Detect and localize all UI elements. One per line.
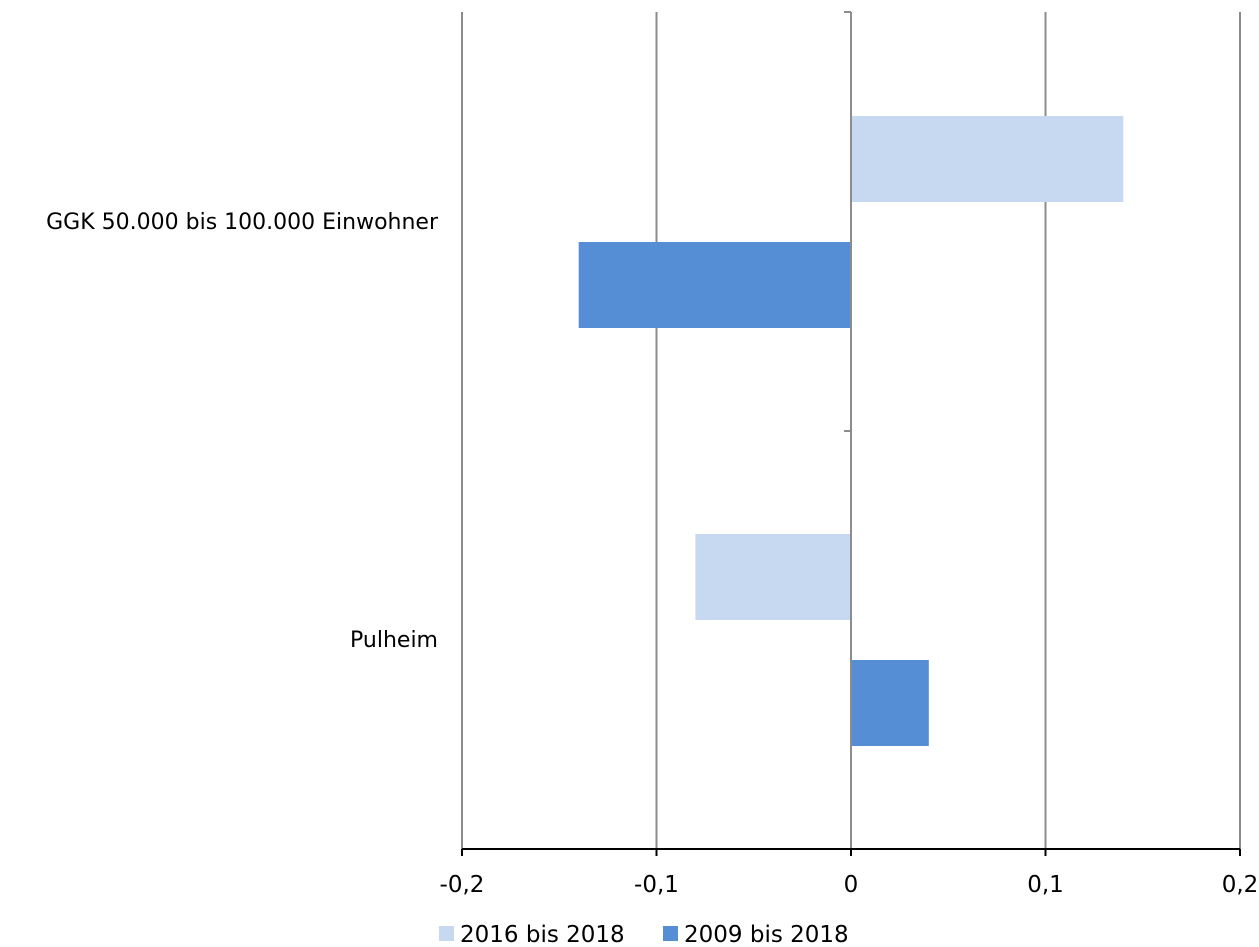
legend: 2016 bis 2018 2009 bis 2018 — [439, 922, 849, 947]
x-tick-label: -0,1 — [634, 872, 679, 898]
category-label: Pulheim — [350, 628, 438, 653]
x-tick-label: 0,2 — [1222, 872, 1259, 898]
x-tick-label: 0 — [844, 872, 859, 898]
legend-label: 2016 bis 2018 — [460, 922, 625, 947]
bar — [851, 660, 929, 746]
x-tick-label: 0,1 — [1027, 872, 1064, 898]
axes — [461, 11, 1241, 856]
bar — [695, 534, 851, 620]
legend-swatch — [663, 926, 678, 941]
x-tick-labels: -0,2 -0,1 0 0,1 0,2 — [440, 872, 1259, 898]
category-labels: GGK 50.000 bis 100.000 Einwohner Pulheim — [46, 210, 439, 653]
legend-swatch — [439, 926, 454, 941]
bar — [578, 242, 851, 328]
legend-label: 2009 bis 2018 — [684, 922, 849, 947]
bars — [578, 116, 1124, 746]
x-tick-label: -0,2 — [440, 872, 485, 898]
bar — [851, 116, 1124, 202]
category-label: GGK 50.000 bis 100.000 Einwohner — [46, 210, 439, 235]
